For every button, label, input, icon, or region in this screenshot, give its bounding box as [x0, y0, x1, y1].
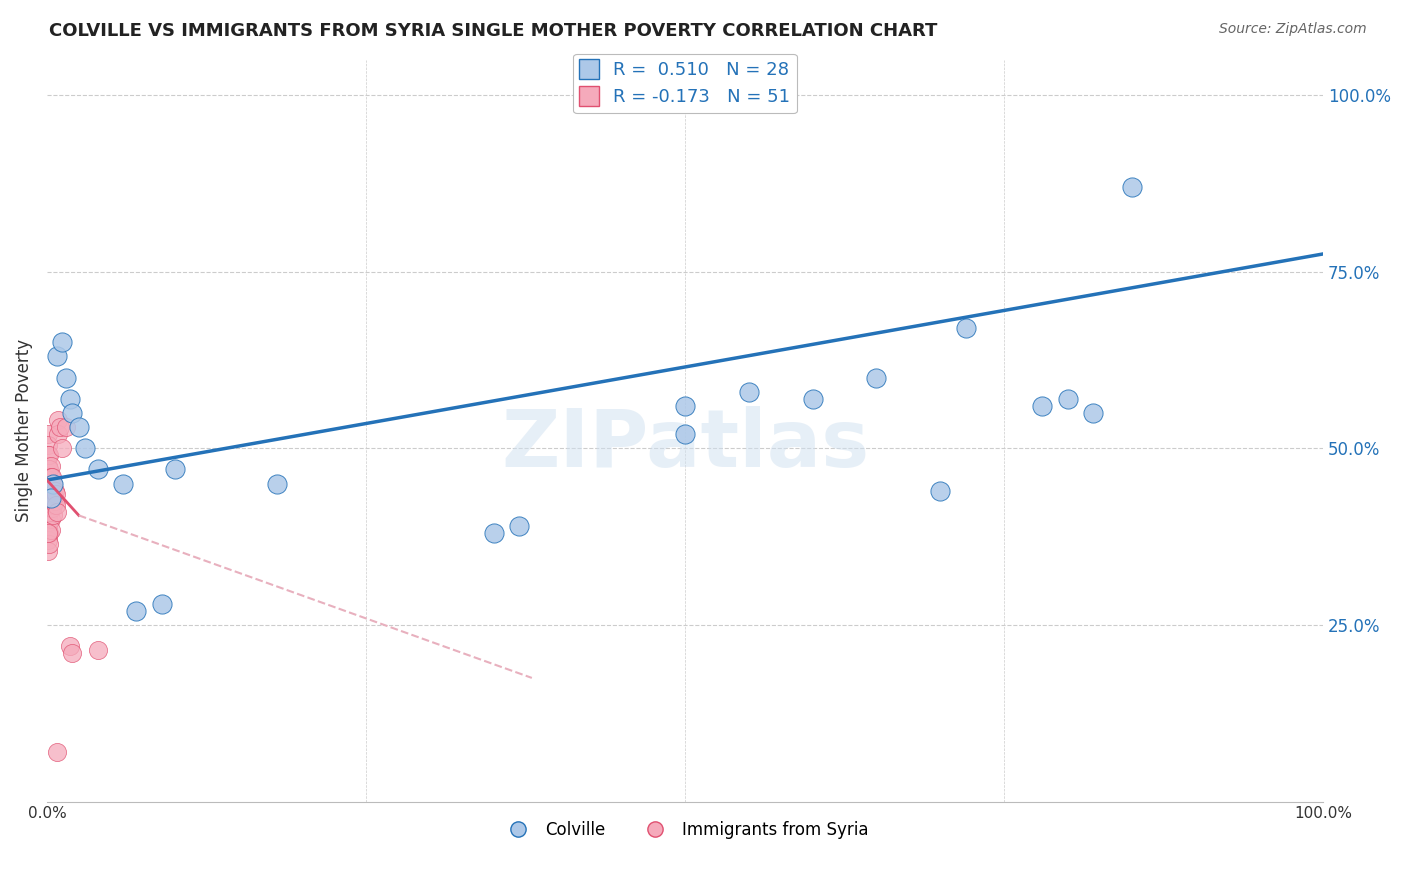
Point: [266, 476, 288, 491]
Point: [39, 501, 62, 516]
Point: [42, 508, 65, 523]
Point: [87, 462, 110, 476]
Point: [41, 501, 63, 516]
Point: [37, 533, 59, 548]
Point: [38, 494, 60, 508]
Point: [42, 476, 65, 491]
Point: [41, 480, 63, 494]
Point: [48, 420, 70, 434]
Point: [37, 458, 59, 473]
Point: [67, 420, 90, 434]
Point: [37, 448, 59, 462]
Point: [1083, 406, 1105, 420]
Point: [42, 476, 65, 491]
Point: [51, 442, 73, 456]
Point: [39, 458, 62, 473]
Point: [42, 487, 65, 501]
Point: [673, 399, 696, 413]
Point: [39, 469, 62, 483]
Point: [39, 491, 62, 505]
Point: [929, 483, 952, 498]
Point: [865, 370, 887, 384]
Point: [38, 483, 60, 498]
Point: [62, 406, 84, 420]
Point: [39, 491, 62, 505]
Point: [1121, 179, 1143, 194]
Point: [46, 745, 69, 759]
Point: [150, 597, 173, 611]
Text: COLVILLE VS IMMIGRANTS FROM SYRIA SINGLE MOTHER POVERTY CORRELATION CHART: COLVILLE VS IMMIGRANTS FROM SYRIA SINGLE…: [49, 22, 938, 40]
Point: [44, 483, 66, 498]
Point: [37, 523, 59, 537]
Point: [41, 491, 63, 505]
Point: [37, 469, 59, 483]
Point: [163, 462, 186, 476]
Point: [44, 494, 66, 508]
Point: [55, 420, 77, 434]
Point: [42, 498, 65, 512]
Point: [45, 498, 67, 512]
Point: [46, 350, 69, 364]
Text: Source: ZipAtlas.com: Source: ZipAtlas.com: [1219, 22, 1367, 37]
Point: [125, 604, 148, 618]
Point: [738, 384, 761, 399]
Point: [37, 526, 59, 541]
Point: [508, 519, 530, 533]
Point: [55, 370, 77, 384]
Point: [38, 462, 60, 476]
Point: [37, 427, 59, 442]
Point: [48, 413, 70, 427]
Point: [46, 505, 69, 519]
Point: [48, 427, 70, 442]
Point: [62, 646, 84, 660]
Point: [1057, 392, 1080, 406]
Point: [45, 487, 67, 501]
Point: [87, 642, 110, 657]
Text: ZIPatlas: ZIPatlas: [501, 407, 869, 484]
Point: [37, 491, 59, 505]
Point: [37, 543, 59, 558]
Point: [59, 639, 82, 653]
Point: [1031, 399, 1053, 413]
Point: [38, 536, 60, 550]
Point: [801, 392, 824, 406]
Point: [37, 512, 59, 526]
Point: [39, 512, 62, 526]
Point: [59, 392, 82, 406]
Point: [37, 501, 59, 516]
Point: [37, 438, 59, 452]
Point: [673, 427, 696, 442]
Point: [112, 476, 135, 491]
Point: [482, 526, 505, 541]
Point: [41, 469, 63, 483]
Legend: Colville, Immigrants from Syria: Colville, Immigrants from Syria: [495, 814, 875, 846]
Y-axis label: Single Mother Poverty: Single Mother Poverty: [15, 339, 32, 522]
Point: [51, 335, 73, 350]
Point: [38, 505, 60, 519]
Point: [38, 448, 60, 462]
Point: [38, 473, 60, 487]
Point: [38, 526, 60, 541]
Point: [37, 480, 59, 494]
Point: [38, 516, 60, 530]
Point: [39, 523, 62, 537]
Point: [39, 480, 62, 494]
Point: [955, 321, 977, 335]
Point: [75, 442, 97, 456]
